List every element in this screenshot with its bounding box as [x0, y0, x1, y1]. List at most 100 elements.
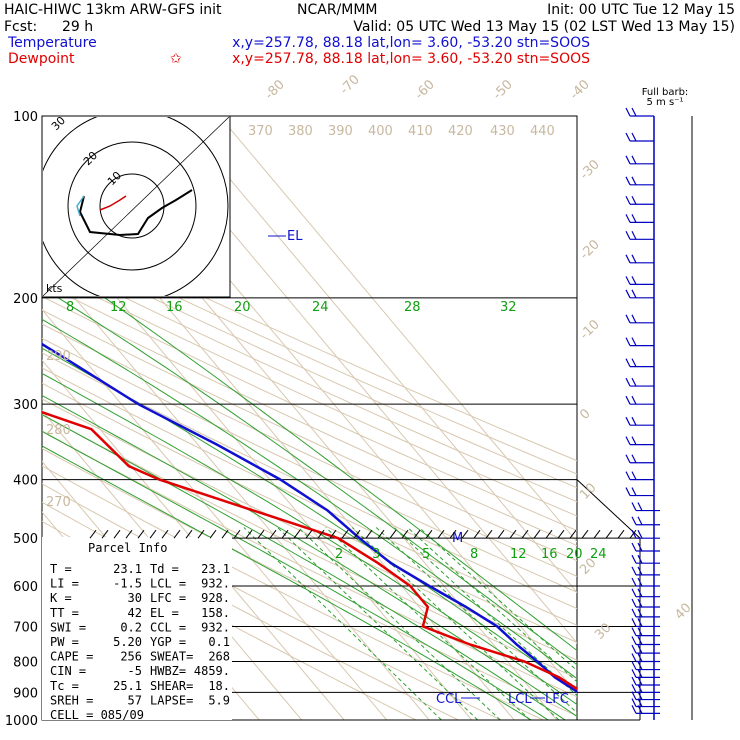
isotherm-line [42, 308, 388, 720]
hatch-mark [173, 529, 181, 539]
wind-barb [637, 577, 643, 587]
parcel-info-bg [42, 537, 232, 720]
dry-adiabat [42, 282, 577, 532]
isotherm-line [219, 116, 577, 543]
hatch-mark [161, 529, 169, 539]
hatch-mark [365, 529, 373, 539]
dry-adiabat [42, 447, 577, 717]
isotherm-label: 40 [672, 601, 694, 623]
barb-legend-line2: 5 m s⁻¹ [647, 97, 684, 108]
moist-adiabat [42, 413, 566, 720]
hatch-mark [497, 529, 505, 539]
wind-barb [631, 416, 637, 426]
temperature-info: x,y=257.78, 88.18 lat,lon= 3.60, -53.20 … [232, 35, 590, 51]
parcel-key: SHEAR= [150, 679, 193, 693]
parcel-key: LI = [50, 577, 79, 591]
wind-barb [631, 516, 637, 525]
wind-barb [625, 454, 631, 463]
hatch-mark [329, 529, 337, 539]
barb-legend-line1: Full barb: [642, 87, 689, 98]
parcel-value: 23.1 [201, 562, 230, 576]
parcel-value: 57 [128, 693, 142, 707]
wind-barb [631, 214, 637, 223]
mixing-ratio-line [243, 527, 442, 720]
hatch-mark [425, 529, 433, 539]
mixing-ratio-label: 8 [470, 547, 478, 562]
parcel-value: 0.2 [120, 620, 142, 634]
wind-barb [625, 195, 631, 205]
hatch-mark [605, 529, 613, 539]
mixing-ratio-line [297, 527, 501, 720]
isotherm-label: -80 [262, 77, 288, 103]
moist-adiabat [42, 372, 577, 706]
parcel-cell: CELL = 085/09 [50, 708, 144, 722]
mixing-ratio-label: 20 [566, 547, 583, 562]
dry-adiabat [42, 256, 577, 503]
theta-label: 380 [288, 124, 313, 139]
dry-adiabat [42, 243, 577, 489]
theta-e-label: 16 [166, 300, 183, 315]
model-title: HAIC-HIWC 13km ARW-GFS init [4, 2, 222, 18]
wind-barb [625, 107, 631, 117]
hatch-mark [617, 529, 625, 539]
parcel-info-title: Parcel Info [88, 541, 167, 555]
mixing-ratio-label: 2 [335, 547, 343, 562]
parcel-key: SWI = [50, 620, 86, 634]
parcel-key: K = [50, 591, 72, 605]
pressure-tick-label: 500 [13, 532, 38, 547]
theta-e-label: 24 [312, 300, 329, 315]
theta-label: 440 [530, 124, 555, 139]
wind-barb [625, 377, 631, 387]
dry-adiabat [42, 398, 577, 661]
wind-barb [625, 471, 631, 480]
parcel-key: CCL = [150, 620, 186, 634]
hodograph-trace-low [99, 195, 127, 211]
hodograph-ring [43, 117, 229, 296]
wind-barb [631, 705, 637, 714]
hatch-mark [257, 529, 265, 539]
init-time: Init: 00 UTC Tue 12 May 15 [547, 2, 735, 18]
wind-barb [631, 588, 637, 597]
isotherm-label: -60 [412, 77, 438, 103]
dry-adiabat [42, 269, 577, 517]
theta-e-label: 32 [500, 300, 517, 315]
wind-barb [631, 653, 637, 662]
theta-label: 420 [448, 124, 473, 139]
hatch-mark [305, 529, 313, 539]
pressure-tick-label: 400 [13, 474, 38, 489]
pressure-tick-label: 800 [13, 655, 38, 670]
parcel-value: 5.9 [208, 693, 230, 707]
wind-barb [631, 289, 637, 299]
mixing-ratio-label: 5 [422, 547, 430, 562]
theta-e-label: 12 [110, 300, 127, 315]
parcel-key: SWEAT= [150, 650, 193, 664]
wind-barb [625, 176, 631, 186]
theta-label: 290 [46, 349, 71, 364]
wind-barb [631, 566, 637, 576]
wind-barb [631, 155, 637, 165]
wind-barb [637, 653, 643, 662]
wind-barb [631, 132, 637, 142]
moist-adiabat [42, 318, 577, 680]
wind-barb [637, 598, 643, 608]
wind-barb [631, 608, 637, 618]
parcel-key: LCL = [150, 577, 186, 591]
parcel-info: Parcel Info T = 23.1 Td = 23.1 LI = -1.5 LCL =… [50, 541, 230, 722]
parcel-key: SREH = [50, 693, 93, 707]
dry-adiabat [42, 231, 577, 475]
wind-barb [637, 554, 643, 564]
hatch-mark [341, 529, 349, 539]
parcel-value: -5 [128, 664, 142, 678]
wind-barb [631, 502, 637, 511]
dewpoint-info: x,y=257.78, 88.18 lat,lon= 3.60, -53.20 … [232, 51, 590, 67]
hatch-mark [413, 529, 421, 539]
wind-barb [625, 231, 631, 240]
moist-adiabat [42, 445, 532, 720]
parcel-value: 42 [128, 606, 142, 620]
dewpoint-trace [42, 410, 577, 691]
theta-e-label: 8 [66, 300, 74, 315]
wind-barb [631, 337, 637, 346]
isotherm-label: -30 [577, 157, 603, 183]
hatch-mark [485, 529, 493, 539]
